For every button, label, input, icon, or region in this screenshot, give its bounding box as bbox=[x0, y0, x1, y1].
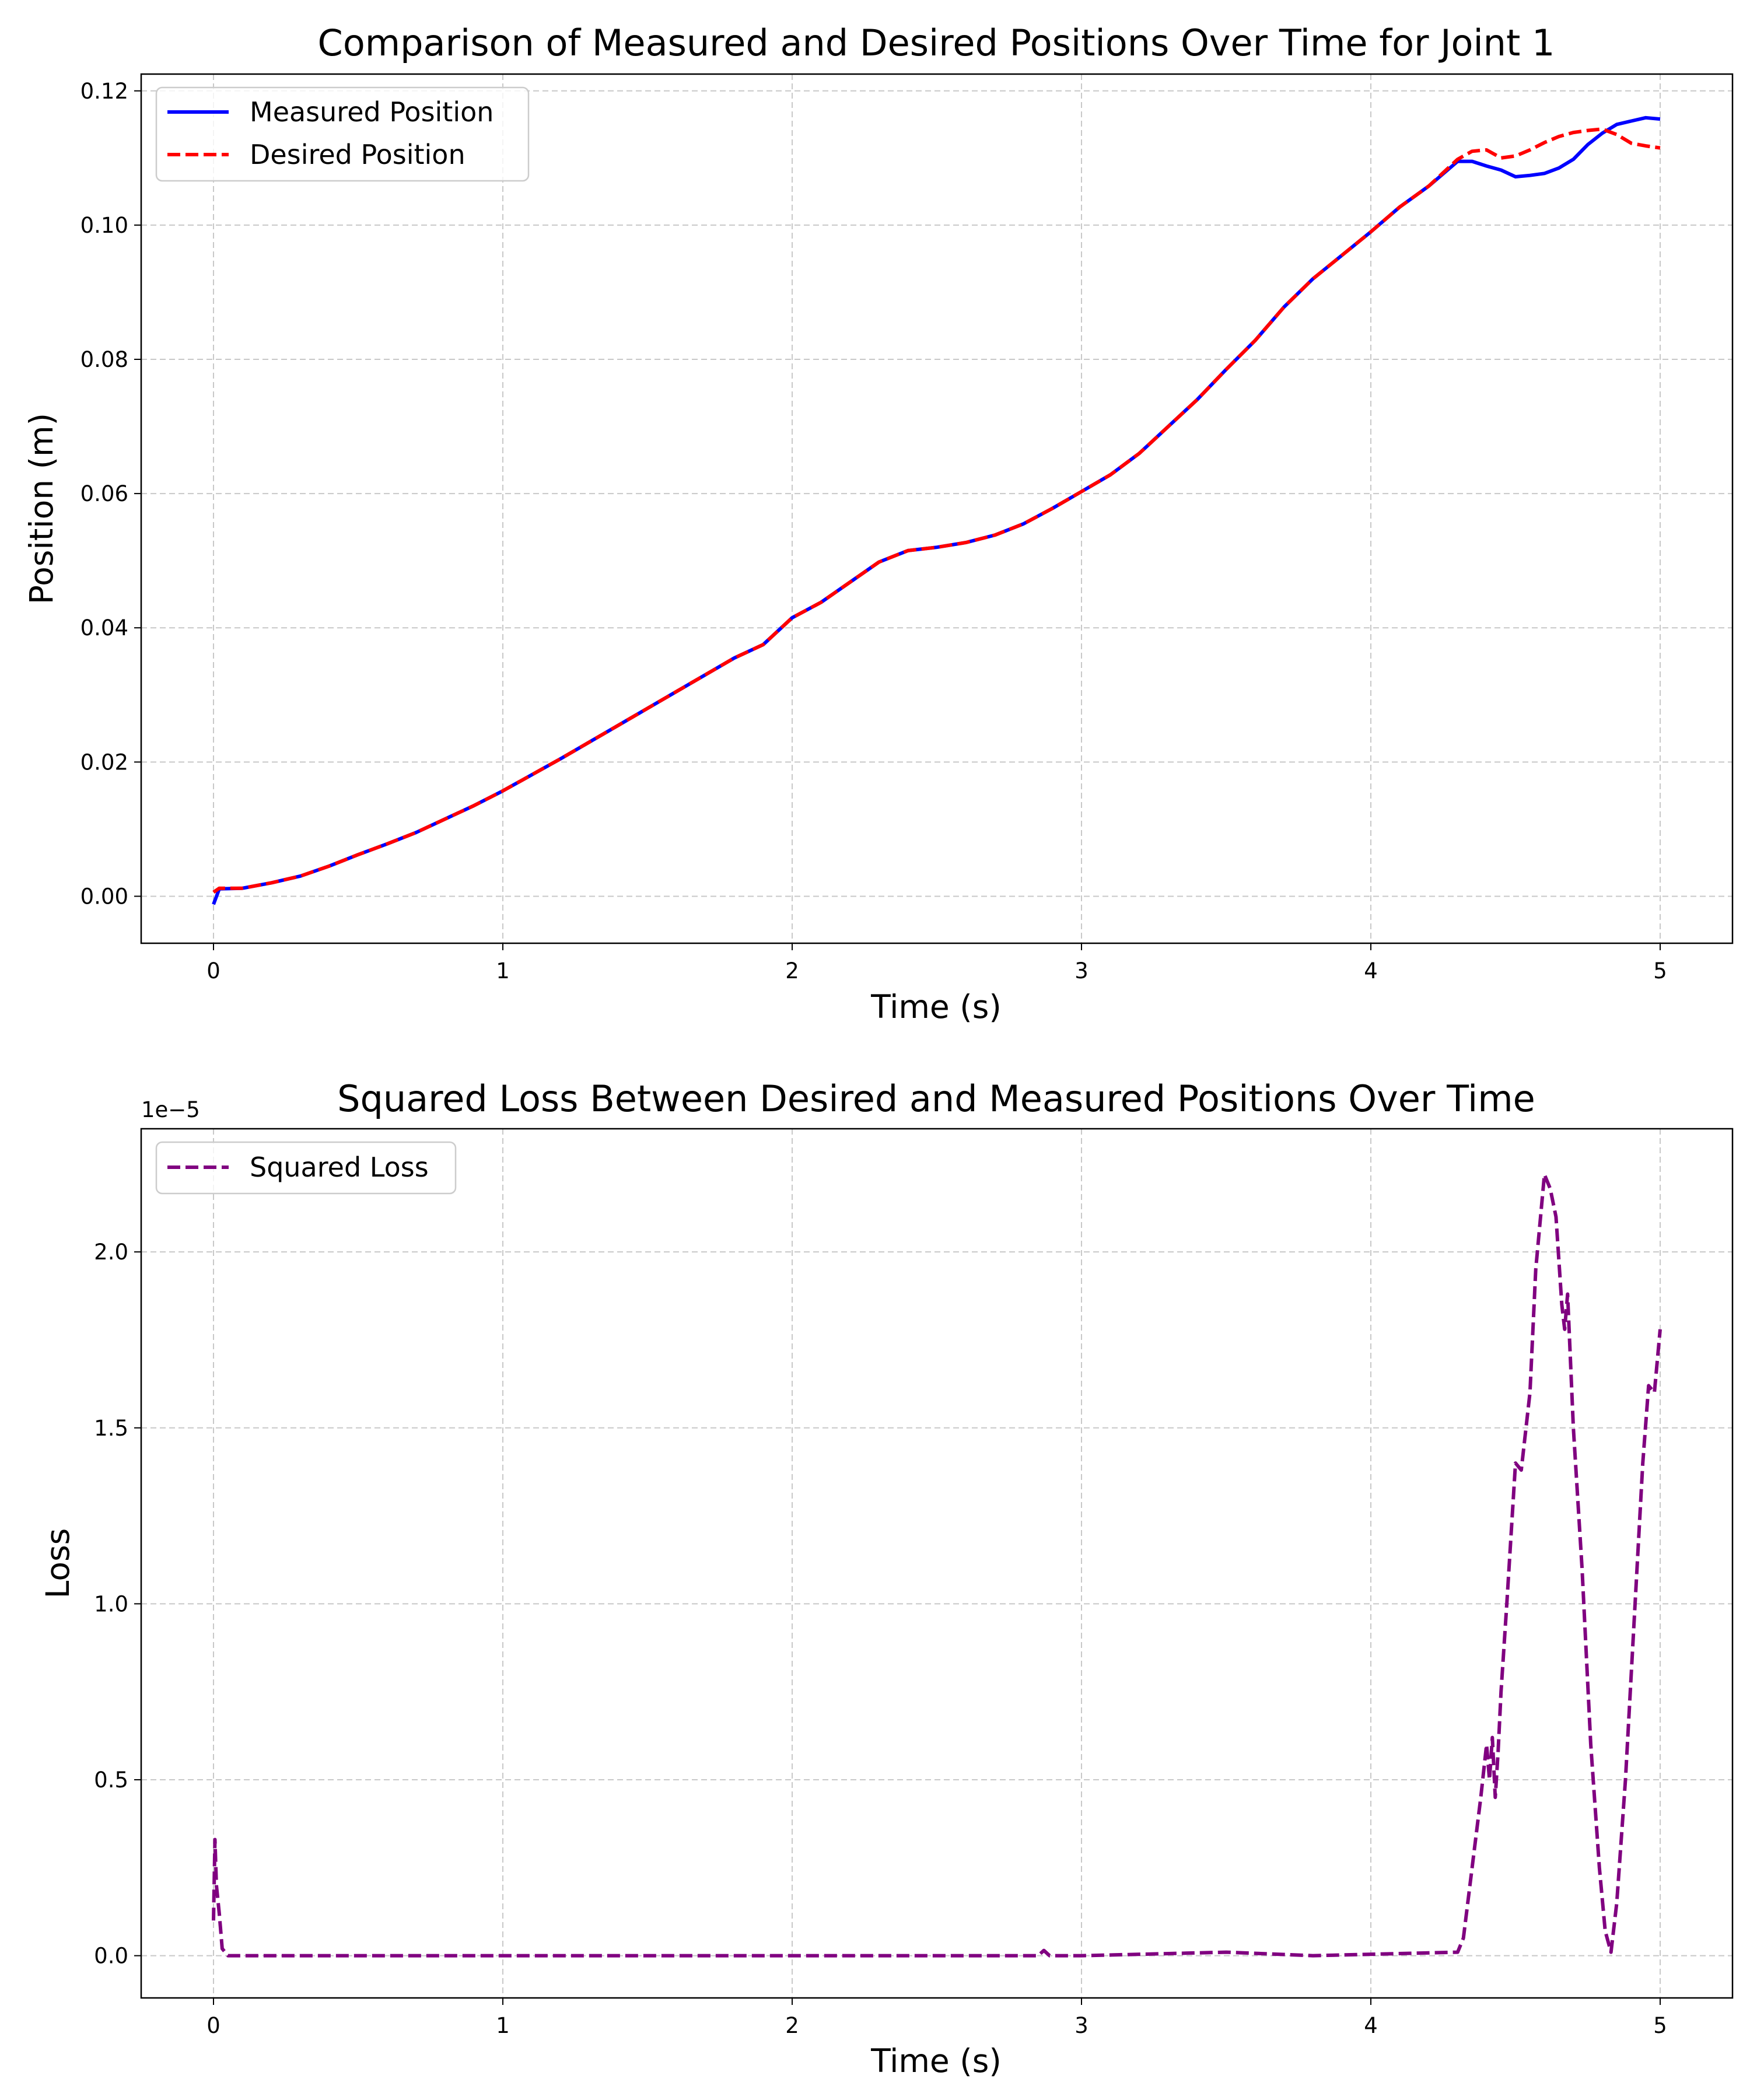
loss-chart-y-tick-label: 1.0 bbox=[94, 1591, 128, 1616]
position-chart-y-label: Position (m) bbox=[23, 413, 60, 604]
position-chart-x-tick-label: 3 bbox=[1074, 958, 1088, 984]
loss-chart-y-tick-label: 2.0 bbox=[94, 1240, 128, 1265]
position-chart-grid bbox=[141, 74, 1732, 943]
position-chart-x-tick-label: 1 bbox=[496, 958, 510, 984]
position-chart: Comparison of Measured and Desired Posit… bbox=[23, 22, 1734, 1026]
position-chart-x-tick-label: 5 bbox=[1653, 958, 1667, 984]
position-chart-y-tick-label: 0.10 bbox=[80, 213, 128, 238]
legend-desired-position-label: Desired Position bbox=[250, 139, 466, 170]
loss-chart-x-tick-label: 3 bbox=[1074, 2013, 1088, 2038]
legend-measured-position-label: Measured Position bbox=[250, 96, 494, 128]
position-chart-x-ticks: 0 1 2 3 4 5 bbox=[206, 943, 1667, 984]
position-chart-x-tick-label: 0 bbox=[206, 958, 220, 984]
position-chart-x-tick-label: 2 bbox=[785, 958, 799, 984]
position-chart-title: Comparison of Measured and Desired Posit… bbox=[318, 22, 1555, 64]
position-chart-x-label: Time (s) bbox=[870, 988, 1002, 1026]
position-chart-x-tick-label: 4 bbox=[1364, 958, 1378, 984]
position-chart-y-tick-label: 0.04 bbox=[80, 615, 128, 640]
position-chart-y-ticks: 0.00 0.02 0.04 0.06 0.08 0.10 0.12 bbox=[80, 79, 141, 909]
loss-chart-offset-label: 1e−5 bbox=[141, 1097, 200, 1122]
squared-loss-series-line bbox=[212, 1172, 1662, 1958]
loss-chart-series bbox=[212, 1172, 1662, 1958]
loss-chart-y-tick-label: 0.0 bbox=[94, 1944, 128, 1969]
loss-chart-plot-frame bbox=[140, 1128, 1734, 1999]
loss-chart-x-ticks: 0 1 2 3 4 5 bbox=[206, 1998, 1667, 2038]
loss-chart-x-tick-label: 1 bbox=[496, 2013, 510, 2038]
loss-chart-x-tick-label: 2 bbox=[785, 2013, 799, 2038]
position-chart-series bbox=[212, 116, 1661, 905]
loss-chart-grid bbox=[141, 1129, 1732, 1998]
loss-chart-x-tick-label: 5 bbox=[1653, 2013, 1667, 2038]
loss-chart: Squared Loss Between Desired and Measure… bbox=[39, 1077, 1734, 2080]
position-chart-y-tick-label: 0.12 bbox=[80, 79, 128, 104]
loss-chart-y-tick-label: 0.5 bbox=[94, 1768, 128, 1793]
loss-chart-x-tick-label: 4 bbox=[1364, 2013, 1378, 2038]
position-chart-plot-frame bbox=[140, 73, 1734, 944]
loss-chart-y-label: Loss bbox=[39, 1528, 76, 1599]
position-chart-y-tick-label: 0.08 bbox=[80, 347, 128, 372]
position-chart-legend-box bbox=[155, 86, 530, 182]
position-chart-y-tick-label: 0.06 bbox=[80, 481, 128, 506]
loss-chart-title: Squared Loss Between Desired and Measure… bbox=[337, 1077, 1535, 1120]
loss-chart-y-tick-label: 1.5 bbox=[94, 1416, 128, 1441]
loss-chart-y-ticks: 0.0 0.5 1.0 1.5 2.0 bbox=[94, 1240, 141, 1969]
desired-position-series-line bbox=[212, 127, 1661, 894]
loss-chart-legend-box bbox=[155, 1141, 457, 1195]
legend-squared-loss-label: Squared Loss bbox=[250, 1152, 429, 1183]
position-chart-y-tick-label: 0.00 bbox=[80, 884, 128, 909]
loss-chart-legend: Squared Loss bbox=[155, 1141, 457, 1195]
loss-chart-x-tick-label: 0 bbox=[206, 2013, 220, 2038]
position-chart-y-tick-label: 0.02 bbox=[80, 750, 128, 775]
loss-chart-x-label: Time (s) bbox=[870, 2042, 1002, 2080]
position-chart-legend: Measured Position Desired Position bbox=[155, 86, 530, 182]
